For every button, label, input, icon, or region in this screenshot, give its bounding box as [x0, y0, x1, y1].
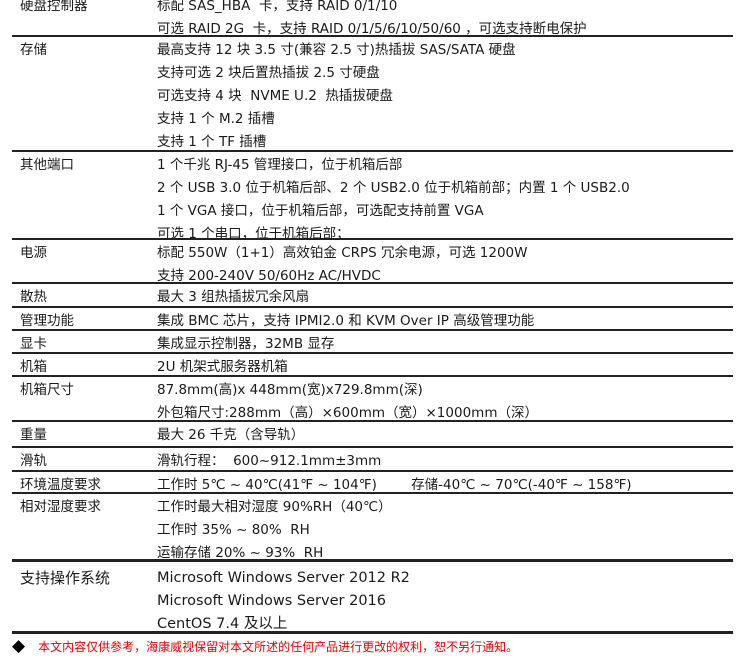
spec-values: 最大 3 组热插拔冗余风扇 — [157, 286, 309, 309]
spec-label: 散热 — [20, 289, 47, 305]
spec-values: 工作时最大相对湿度 90%RH（40℃） 工作时 35% ~ 80% RH 运输存储… — [157, 496, 392, 565]
spec-label: 重量 — [20, 427, 47, 443]
spec-values: 滑轨行程： 600~912.1mm±3mm — [157, 450, 381, 473]
spec-row: 滑轨 滑轨行程： 600~912.1mm±3mm — [12, 448, 733, 472]
spec-label: 支持操作系统 — [20, 569, 111, 587]
spec-value-line: 1 个千兆 RJ-45 管理接口，位于机箱后部 — [157, 157, 403, 173]
spec-value-line: 支持 200-240V 50/60Hz AC/HVDC — [157, 268, 381, 284]
spec-row: 管理功能 集成 BMC 芯片，支持 IPMI2.0 和 KVM Over IP 高… — [12, 308, 733, 331]
spec-row: 电源 标配 550W（1+1）高效铂金 CRPS 冗余电源，可选 1200W 支持 … — [12, 240, 733, 284]
spec-value-line: 集成显示控制器，32MB 显存 — [157, 336, 335, 352]
spec-value-line: 集成 BMC 芯片，支持 IPMI2.0 和 KVM Over IP 高级管理功… — [157, 313, 535, 329]
spec-value-line: 最大 3 组热插拔冗余风扇 — [157, 289, 310, 305]
spec-values: 集成 BMC 芯片，支持 IPMI2.0 和 KVM Over IP 高级管理功… — [157, 310, 534, 333]
spec-values: 集成显示控制器，32MB 显存 — [157, 333, 334, 356]
spec-label: 显卡 — [20, 336, 47, 352]
spec-value-line: 支持 1 个 M.2 插槽 — [157, 111, 275, 127]
spec-value-line: 工作时 5℃ ~ 40℃(41℉ ~ 104℉) 存储-40℃ ~ 70℃(-4… — [157, 477, 632, 493]
spec-value-line: 支持可选 2 块后置热插拔 2.5 寸硬盘 — [157, 65, 380, 81]
spec-row: 支持操作系统 Microsoft Windows Server 2012 R2 Mi… — [12, 562, 733, 634]
spec-row: 机箱尺寸 87.8mm(高)x 448mm(宽)x729.8mm(深) 外包箱尺寸:… — [12, 377, 733, 422]
spec-values: Microsoft Windows Server 2012 R2 Microsof… — [157, 567, 410, 636]
spec-values: 标配 SAS_HBA 卡，支持 RAID 0/1/10 可选 RAID 2G 卡，… — [157, 0, 587, 41]
spec-label: 硬盘控制器 — [20, 0, 88, 14]
spec-value-line: 最大 26 千克（含导轨） — [157, 427, 305, 443]
spec-table: 硬盘控制器 标配 SAS_HBA 卡，支持 RAID 0/1/10 可选 RAID … — [12, 0, 733, 634]
spec-values: 87.8mm(高)x 448mm(宽)x729.8mm(深) 外包箱尺寸:288m… — [157, 379, 538, 425]
spec-row: 散热 最大 3 组热插拔冗余风扇 — [12, 284, 733, 308]
spec-value-line: 工作时最大相对湿度 90%RH（40℃） — [157, 499, 392, 515]
spec-values: 1 个千兆 RJ-45 管理接口，位于机箱后部 2 个 USB 3.0 位于机箱后… — [157, 154, 630, 246]
spec-value-line: 外包箱尺寸:288mm（高）×600mm（宽）×1000mm（深） — [157, 405, 538, 421]
spec-label: 机箱 — [20, 359, 47, 375]
spec-row: 重量 最大 26 千克（含导轨） — [12, 422, 733, 448]
spec-row: 环境温度要求 工作时 5℃ ~ 40℃(41℉ ~ 104℉) 存储-40℃ ~ … — [12, 472, 733, 494]
spec-value-line: 可选 1 个串口，位于机箱后部； — [157, 226, 350, 242]
spec-values: 最高支持 12 块 3.5 寸(兼容 2.5 寸)热插拔 SAS/SATA 硬盘… — [157, 39, 516, 154]
spec-row: 存储 最高支持 12 块 3.5 寸(兼容 2.5 寸)热插拔 SAS/SATA … — [12, 37, 733, 152]
spec-row: 相对湿度要求 工作时最大相对湿度 90%RH（40℃） 工作时 35% ~ 80% … — [12, 494, 733, 562]
disclaimer-note: ◆ 本文内容仅供参考，海康威视保留对本文所述的任何产品进行更改的权利，恕不另行通… — [12, 636, 518, 656]
spec-label: 其他端口 — [20, 157, 74, 173]
spec-value-line: 支持 1 个 TF 插槽 — [157, 134, 267, 150]
spec-value-line: 2U 机架式服务器机箱 — [157, 359, 288, 375]
spec-values: 工作时 5℃ ~ 40℃(41℉ ~ 104℉) 存储-40℃ ~ 70℃(-4… — [157, 474, 632, 497]
spec-value-line: 运输存储 20% ~ 93% RH — [157, 545, 324, 561]
spec-value-line: Microsoft Windows Server 2012 R2 — [157, 570, 410, 586]
spec-value-line: CentOS 7.4 及以上 — [157, 616, 288, 632]
spec-label: 相对湿度要求 — [20, 499, 101, 515]
disclaimer-text: 本文内容仅供参考，海康威视保留对本文所述的任何产品进行更改的权利，恕不另行通知。 — [38, 639, 519, 654]
spec-row: 其他端口 1 个千兆 RJ-45 管理接口，位于机箱后部 2 个 USB 3.0 位… — [12, 152, 733, 242]
spec-value-line: 1 个 VGA 接口，位于机箱后部，可选配支持前置 VGA — [157, 203, 484, 219]
spec-values: 标配 550W（1+1）高效铂金 CRPS 冗余电源，可选 1200W 支持 20… — [157, 242, 528, 288]
spec-value-line: 2 个 USB 3.0 位于机箱后部、2 个 USB2.0 位于机箱前部；内置 … — [157, 180, 630, 196]
spec-label: 管理功能 — [20, 313, 74, 329]
spec-label: 机箱尺寸 — [20, 382, 74, 398]
spec-label: 存储 — [20, 42, 47, 58]
spec-row: 机箱 2U 机架式服务器机箱 — [12, 354, 733, 377]
spec-value-line: 87.8mm(高)x 448mm(宽)x729.8mm(深) — [157, 382, 423, 398]
spec-value-line: 可选 RAID 2G 卡，支持 RAID 0/1/5/6/10/50/60 ，可… — [157, 21, 587, 37]
spec-values: 2U 机架式服务器机箱 — [157, 356, 288, 379]
spec-row: 显卡 集成显示控制器，32MB 显存 — [12, 331, 733, 354]
spec-value-line: 标配 SAS_HBA 卡，支持 RAID 0/1/10 — [157, 0, 398, 14]
spec-value-line: 标配 550W（1+1）高效铂金 CRPS 冗余电源，可选 1200W — [157, 245, 528, 261]
spec-value-line: 工作时 35% ~ 80% RH — [157, 522, 310, 538]
spec-values: 最大 26 千克（含导轨） — [157, 424, 304, 447]
spec-value-line: 滑轨行程： 600~912.1mm±3mm — [157, 453, 382, 469]
spec-label: 环境温度要求 — [20, 477, 101, 493]
spec-row: 硬盘控制器 标配 SAS_HBA 卡，支持 RAID 0/1/10 可选 RAID … — [12, 0, 733, 37]
diamond-bullet-icon: ◆ — [12, 636, 26, 656]
spec-value-line: 最高支持 12 块 3.5 寸(兼容 2.5 寸)热插拔 SAS/SATA 硬盘 — [157, 42, 516, 58]
spec-label: 电源 — [20, 245, 47, 261]
spec-label: 滑轨 — [20, 453, 47, 469]
spec-value-line: 可选支持 4 块 NVME U.2 热插拔硬盘 — [157, 88, 393, 104]
spec-value-line: Microsoft Windows Server 2016 — [157, 593, 386, 609]
